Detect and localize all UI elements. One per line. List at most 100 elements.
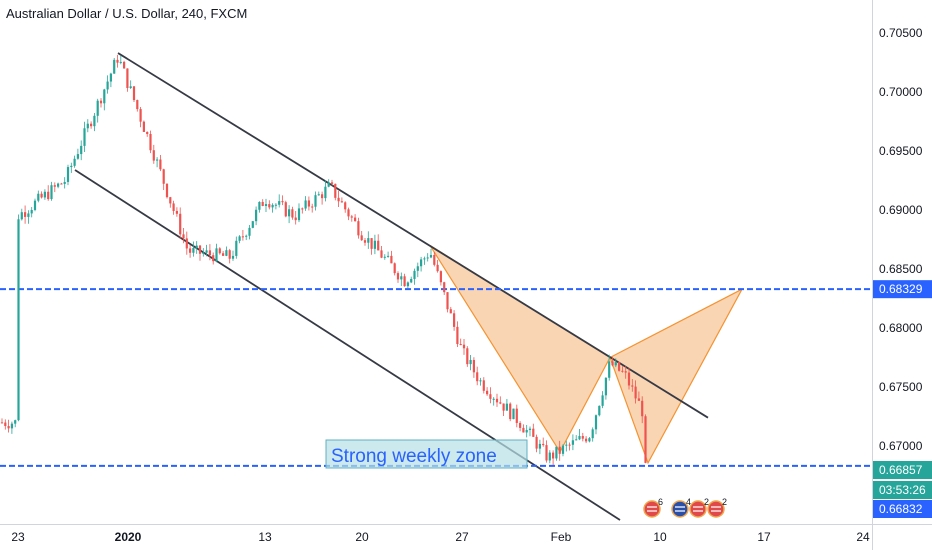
level-low-badge: 0.66832 (879, 502, 923, 516)
candle-body (406, 282, 409, 287)
candle-body (357, 221, 360, 236)
candle-body (83, 128, 86, 146)
last-price-badge: 0.66857 (879, 463, 923, 477)
us-flag-icon (643, 500, 661, 518)
channel-upper-line (117, 52, 709, 419)
y-tick-label: 0.69500 (879, 144, 923, 158)
candle-body (466, 348, 469, 365)
candle-body (208, 250, 211, 256)
candle-body (40, 193, 43, 198)
descending-channel (74, 52, 709, 521)
candle-body (604, 377, 607, 396)
flag-stripes-icon (675, 506, 685, 512)
candle-body (73, 158, 76, 166)
level-high-badge-bg (873, 280, 932, 299)
candle-body (245, 235, 248, 237)
chart-title: Australian Dollar / U.S. Dollar, 240, FX… (6, 6, 248, 21)
candle-body (222, 253, 225, 256)
candle-body (314, 195, 317, 207)
candle-body (311, 206, 314, 208)
pattern-bd-line (609, 288, 743, 359)
candle-body (123, 61, 126, 69)
candle-body (7, 426, 10, 429)
candle-body (24, 212, 27, 217)
candle-body (558, 446, 561, 454)
candle-body (387, 255, 390, 257)
candle-body (80, 145, 83, 155)
event-count: 2 (722, 497, 727, 507)
x-tick-label: Feb (551, 530, 572, 544)
candle-body (644, 416, 647, 463)
candle-body (608, 361, 611, 378)
candle-body (410, 278, 413, 283)
candle-body (594, 415, 598, 430)
candle-body (321, 194, 324, 199)
candle-body (175, 210, 178, 214)
candle-body (486, 390, 489, 395)
candle-body (182, 234, 185, 239)
candle-body (218, 248, 221, 254)
candle-body (198, 245, 202, 254)
price-axis: 0.70500 0.70000 0.69500 0.69000 0.68500 0.680… (879, 26, 923, 453)
candle-body (459, 344, 462, 346)
level-high-badge: 0.68329 (879, 282, 923, 296)
event-count: 4 (686, 497, 691, 507)
candle-body (446, 292, 449, 310)
candle-body (344, 202, 347, 210)
candle-body (179, 213, 182, 235)
candle-body (284, 202, 287, 217)
candle-body (139, 109, 142, 122)
candle-body (611, 361, 614, 366)
candle-body (70, 165, 73, 168)
candle-body (281, 201, 284, 203)
candle-body (129, 86, 132, 89)
candle-body (538, 443, 541, 449)
candle-body (495, 398, 499, 403)
candle-body (337, 197, 340, 202)
candle-body (149, 133, 152, 151)
candle-body (601, 395, 604, 406)
candle-body (212, 255, 215, 262)
level-low-badge-bg (873, 500, 932, 518)
candle-body (294, 217, 297, 221)
candle-body (367, 238, 370, 243)
candle-body (482, 380, 485, 391)
pattern-triangle-xab (430, 245, 610, 452)
candle-body (472, 359, 475, 373)
candle-body (93, 115, 96, 127)
pattern-triangle-bcd (610, 289, 742, 463)
candle-body (248, 227, 251, 236)
last-price-badge-bg (873, 461, 932, 479)
candle-body (225, 250, 228, 256)
candle-body (53, 185, 56, 187)
candle-body (637, 398, 640, 401)
candle-body (502, 403, 505, 411)
price-axis-divider (872, 0, 873, 550)
price-badges: 0.68329 0.66857 03:53:26 0.66832 (873, 280, 932, 518)
candle-body (618, 362, 621, 371)
harmonic-pattern (429, 244, 743, 465)
x-tick-label: 10 (653, 530, 667, 544)
candle-body (99, 100, 103, 104)
candle-body (202, 252, 205, 254)
candle-body (235, 240, 238, 256)
candle-body (103, 89, 106, 104)
candle-body (462, 344, 466, 349)
candle-body (255, 209, 258, 222)
candle-body (413, 270, 416, 279)
candle-body (291, 209, 294, 218)
y-tick-label: 0.70500 (879, 26, 923, 40)
candle-body (113, 59, 116, 74)
candle-body (519, 422, 522, 428)
candle-body (185, 238, 188, 249)
candle-body (370, 238, 373, 249)
candle-body (4, 422, 7, 427)
flag-stripes-icon (711, 506, 721, 512)
candle-body (456, 326, 459, 345)
candle-body (532, 428, 535, 437)
candle-body (251, 221, 254, 228)
candle-body (152, 150, 155, 161)
candle-body (505, 403, 508, 411)
candle-body (132, 86, 136, 101)
